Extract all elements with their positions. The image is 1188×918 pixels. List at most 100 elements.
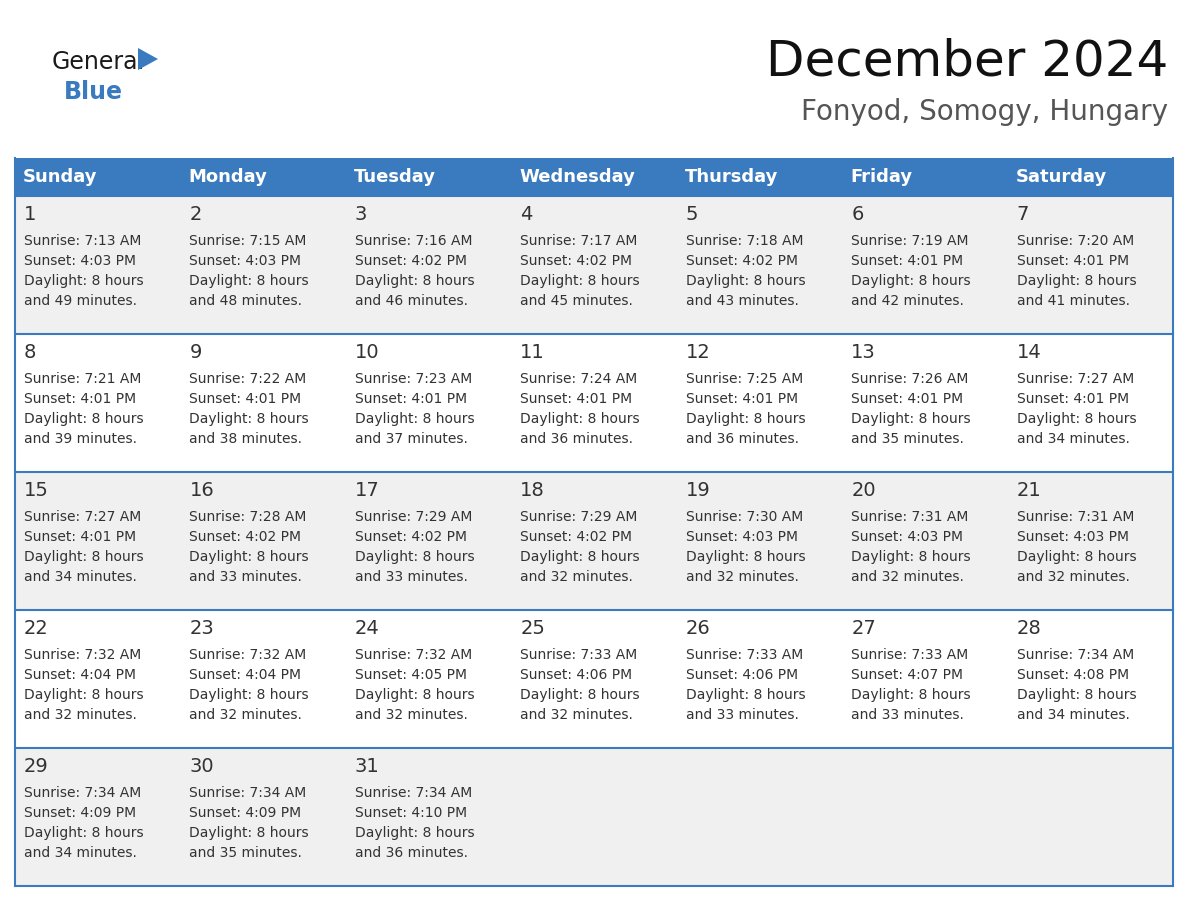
Text: Sunrise: 7:32 AM: Sunrise: 7:32 AM <box>189 648 307 662</box>
Text: Sunset: 4:01 PM: Sunset: 4:01 PM <box>1017 254 1129 268</box>
Text: Sunrise: 7:23 AM: Sunrise: 7:23 AM <box>355 372 472 386</box>
Text: and 37 minutes.: and 37 minutes. <box>355 432 468 446</box>
Text: Tuesday: Tuesday <box>354 168 436 186</box>
Bar <box>346 158 511 196</box>
Text: and 48 minutes.: and 48 minutes. <box>189 294 303 308</box>
Text: and 41 minutes.: and 41 minutes. <box>1017 294 1130 308</box>
Text: and 36 minutes.: and 36 minutes. <box>355 846 468 860</box>
Text: 21: 21 <box>1017 480 1042 499</box>
Text: Sunset: 4:03 PM: Sunset: 4:03 PM <box>24 254 135 268</box>
Text: Daylight: 8 hours: Daylight: 8 hours <box>189 826 309 840</box>
Text: Sunset: 4:09 PM: Sunset: 4:09 PM <box>189 806 302 820</box>
Text: Sunset: 4:01 PM: Sunset: 4:01 PM <box>355 392 467 406</box>
Text: Sunrise: 7:34 AM: Sunrise: 7:34 AM <box>189 786 307 800</box>
Text: Daylight: 8 hours: Daylight: 8 hours <box>520 274 640 288</box>
Text: 20: 20 <box>851 480 876 499</box>
Text: and 32 minutes.: and 32 minutes. <box>685 570 798 584</box>
Text: Sunset: 4:01 PM: Sunset: 4:01 PM <box>1017 392 1129 406</box>
Text: Sunset: 4:01 PM: Sunset: 4:01 PM <box>851 392 963 406</box>
Text: Daylight: 8 hours: Daylight: 8 hours <box>851 550 971 564</box>
Text: General: General <box>52 50 145 74</box>
Text: Sunrise: 7:33 AM: Sunrise: 7:33 AM <box>685 648 803 662</box>
Text: 31: 31 <box>355 756 380 776</box>
Text: Sunrise: 7:17 AM: Sunrise: 7:17 AM <box>520 234 638 248</box>
Text: 5: 5 <box>685 205 699 223</box>
Text: Daylight: 8 hours: Daylight: 8 hours <box>1017 550 1136 564</box>
Text: and 46 minutes.: and 46 minutes. <box>355 294 468 308</box>
Text: Sunrise: 7:25 AM: Sunrise: 7:25 AM <box>685 372 803 386</box>
Text: Sunrise: 7:20 AM: Sunrise: 7:20 AM <box>1017 234 1133 248</box>
Text: 19: 19 <box>685 480 710 499</box>
Text: Thursday: Thursday <box>684 168 778 186</box>
Text: Sunrise: 7:21 AM: Sunrise: 7:21 AM <box>24 372 141 386</box>
Text: and 49 minutes.: and 49 minutes. <box>24 294 137 308</box>
Text: Daylight: 8 hours: Daylight: 8 hours <box>189 550 309 564</box>
Bar <box>15 196 1173 334</box>
Text: and 33 minutes.: and 33 minutes. <box>851 708 963 722</box>
Text: 2: 2 <box>189 205 202 223</box>
Text: 16: 16 <box>189 480 214 499</box>
Text: and 38 minutes.: and 38 minutes. <box>189 432 303 446</box>
Bar <box>1007 158 1173 196</box>
Text: and 32 minutes.: and 32 minutes. <box>1017 570 1130 584</box>
Text: Sunset: 4:03 PM: Sunset: 4:03 PM <box>1017 530 1129 544</box>
Text: Sunrise: 7:29 AM: Sunrise: 7:29 AM <box>355 510 473 524</box>
Text: Daylight: 8 hours: Daylight: 8 hours <box>520 688 640 702</box>
Text: Sunrise: 7:13 AM: Sunrise: 7:13 AM <box>24 234 141 248</box>
Text: Daylight: 8 hours: Daylight: 8 hours <box>355 550 474 564</box>
Text: and 32 minutes.: and 32 minutes. <box>189 708 302 722</box>
Text: 23: 23 <box>189 619 214 637</box>
Text: and 34 minutes.: and 34 minutes. <box>1017 432 1130 446</box>
Text: and 35 minutes.: and 35 minutes. <box>851 432 963 446</box>
Text: 8: 8 <box>24 342 37 362</box>
Text: 4: 4 <box>520 205 532 223</box>
Bar <box>842 158 1007 196</box>
Text: 25: 25 <box>520 619 545 637</box>
Text: Sunset: 4:01 PM: Sunset: 4:01 PM <box>24 530 137 544</box>
Text: and 43 minutes.: and 43 minutes. <box>685 294 798 308</box>
Text: 10: 10 <box>355 342 379 362</box>
Text: and 34 minutes.: and 34 minutes. <box>24 570 137 584</box>
Bar <box>677 158 842 196</box>
Text: Daylight: 8 hours: Daylight: 8 hours <box>1017 412 1136 426</box>
Text: Sunrise: 7:28 AM: Sunrise: 7:28 AM <box>189 510 307 524</box>
Text: Sunset: 4:10 PM: Sunset: 4:10 PM <box>355 806 467 820</box>
Text: Daylight: 8 hours: Daylight: 8 hours <box>189 412 309 426</box>
Text: Sunset: 4:01 PM: Sunset: 4:01 PM <box>24 392 137 406</box>
Text: Saturday: Saturday <box>1016 168 1107 186</box>
Bar <box>181 158 346 196</box>
Text: Daylight: 8 hours: Daylight: 8 hours <box>851 412 971 426</box>
Text: 22: 22 <box>24 619 49 637</box>
Text: 29: 29 <box>24 756 49 776</box>
Text: Daylight: 8 hours: Daylight: 8 hours <box>24 412 144 426</box>
Text: Daylight: 8 hours: Daylight: 8 hours <box>520 412 640 426</box>
Text: and 35 minutes.: and 35 minutes. <box>189 846 302 860</box>
Text: Sunrise: 7:30 AM: Sunrise: 7:30 AM <box>685 510 803 524</box>
Text: Sunset: 4:03 PM: Sunset: 4:03 PM <box>685 530 797 544</box>
Text: Sunset: 4:03 PM: Sunset: 4:03 PM <box>189 254 302 268</box>
Text: Sunset: 4:02 PM: Sunset: 4:02 PM <box>520 254 632 268</box>
Text: Sunrise: 7:27 AM: Sunrise: 7:27 AM <box>24 510 141 524</box>
Text: and 32 minutes.: and 32 minutes. <box>520 708 633 722</box>
Text: Sunset: 4:02 PM: Sunset: 4:02 PM <box>685 254 797 268</box>
Bar <box>511 158 677 196</box>
Text: Sunset: 4:02 PM: Sunset: 4:02 PM <box>189 530 302 544</box>
Text: and 36 minutes.: and 36 minutes. <box>685 432 798 446</box>
Text: Daylight: 8 hours: Daylight: 8 hours <box>851 274 971 288</box>
Text: Sunrise: 7:31 AM: Sunrise: 7:31 AM <box>851 510 968 524</box>
Text: Sunrise: 7:15 AM: Sunrise: 7:15 AM <box>189 234 307 248</box>
Text: and 33 minutes.: and 33 minutes. <box>685 708 798 722</box>
Text: and 34 minutes.: and 34 minutes. <box>1017 708 1130 722</box>
Text: Daylight: 8 hours: Daylight: 8 hours <box>355 412 474 426</box>
Polygon shape <box>138 48 158 70</box>
Text: Sunset: 4:01 PM: Sunset: 4:01 PM <box>685 392 798 406</box>
Text: 12: 12 <box>685 342 710 362</box>
Text: and 42 minutes.: and 42 minutes. <box>851 294 963 308</box>
Text: Sunset: 4:02 PM: Sunset: 4:02 PM <box>355 254 467 268</box>
Text: Sunrise: 7:33 AM: Sunrise: 7:33 AM <box>851 648 968 662</box>
Text: Sunrise: 7:27 AM: Sunrise: 7:27 AM <box>1017 372 1133 386</box>
Text: 26: 26 <box>685 619 710 637</box>
Text: Sunrise: 7:34 AM: Sunrise: 7:34 AM <box>1017 648 1133 662</box>
Bar <box>15 158 181 196</box>
Text: 17: 17 <box>355 480 380 499</box>
